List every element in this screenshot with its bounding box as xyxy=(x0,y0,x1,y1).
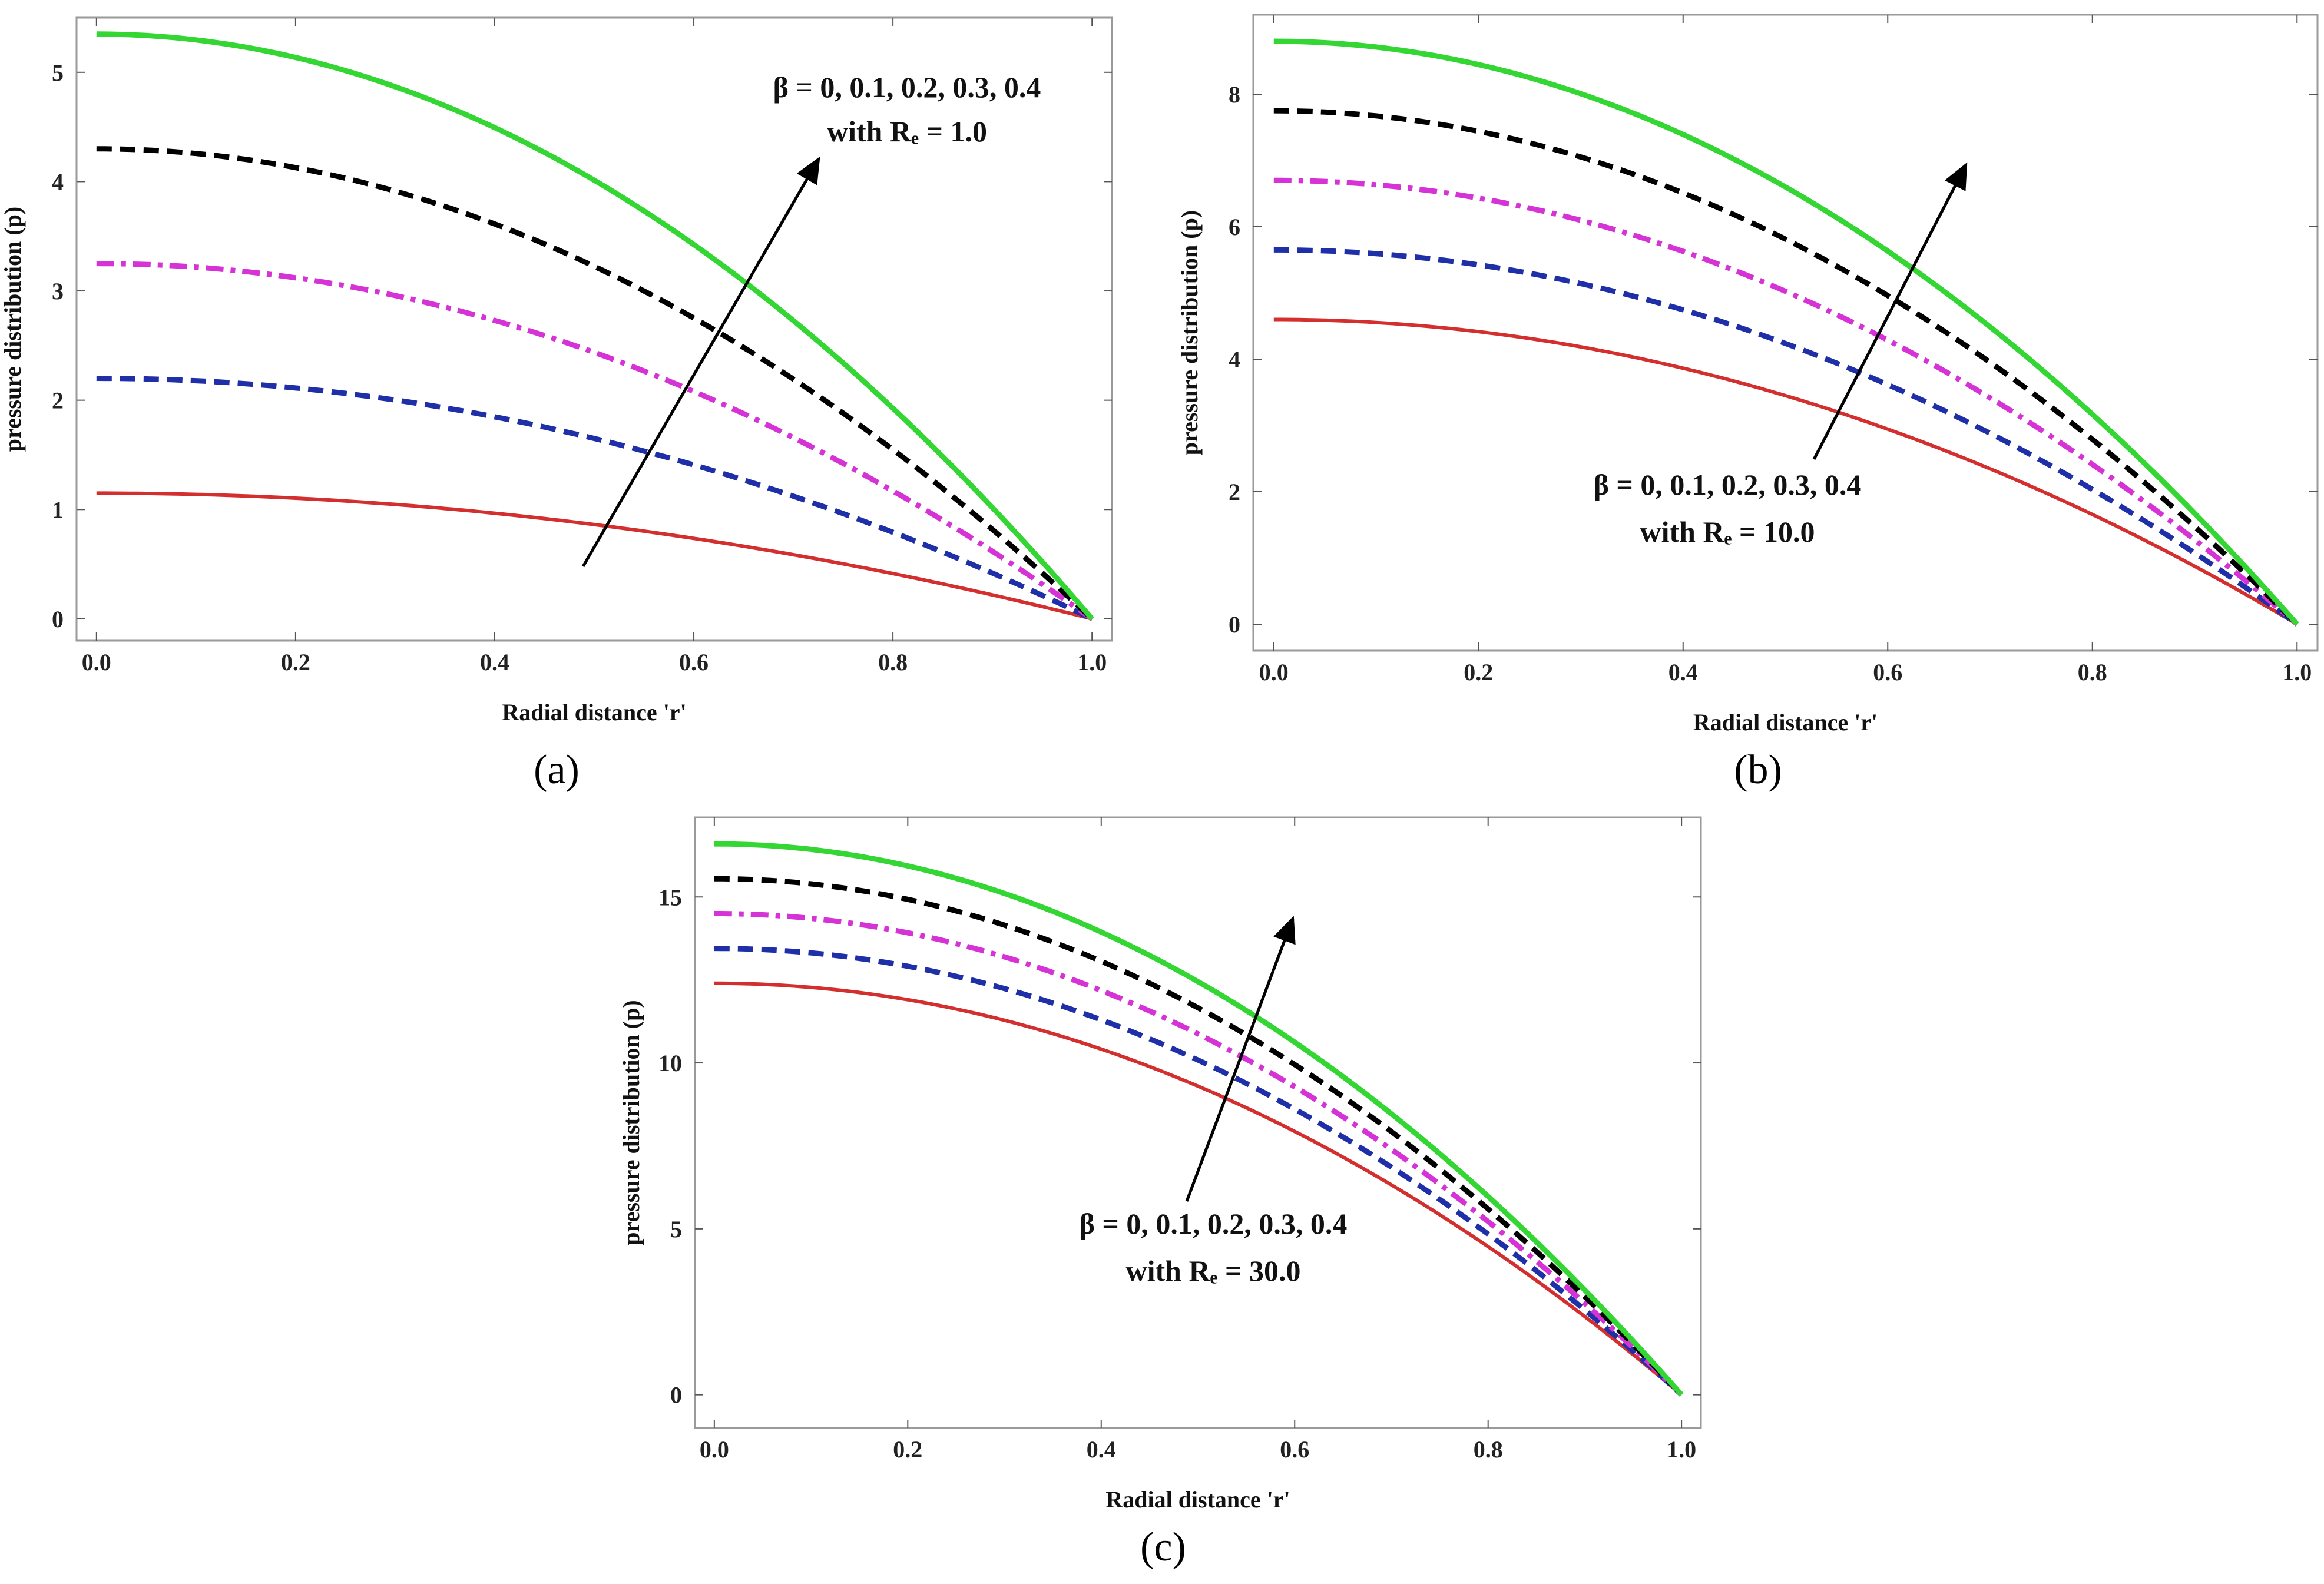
panel-label: (a) xyxy=(534,747,580,793)
series-line xyxy=(96,491,1093,621)
annotation-beta-values: β = 0, 0.1, 0.2, 0.3, 0.4 xyxy=(773,71,1041,104)
series-line xyxy=(714,876,1684,1397)
plot-frame xyxy=(1252,14,2319,652)
x-tick-label: 0.8 xyxy=(1474,1436,1503,1463)
x-axis-title: Radial distance 'r' xyxy=(1105,1486,1290,1513)
y-tick-label: 15 xyxy=(658,884,682,910)
y-tick-label: 5 xyxy=(670,1216,682,1242)
y-tick-label: 0 xyxy=(670,1382,682,1409)
y-axis-title: pressure distribution (p) xyxy=(1176,210,1203,455)
y-tick-label: 4 xyxy=(52,168,64,195)
x-tick-label: 0.2 xyxy=(281,649,310,675)
x-tick-label: 0.0 xyxy=(1259,659,1289,685)
series-line xyxy=(96,146,1094,621)
annotation-reynolds: with Rₑ = 30.0 xyxy=(1126,1254,1301,1287)
annotation-reynolds: with Rₑ = 10.0 xyxy=(1640,515,1815,548)
y-tick-label: 2 xyxy=(52,387,64,414)
series-line xyxy=(714,946,1684,1397)
series-line xyxy=(96,376,1094,621)
series-line xyxy=(1273,317,2298,626)
x-tick-label: 1.0 xyxy=(1667,1436,1696,1463)
x-tick-label: 0.0 xyxy=(700,1436,729,1463)
y-tick-label: 10 xyxy=(658,1050,682,1076)
x-tick-label: 0.6 xyxy=(1873,659,1902,685)
y-tick-label: 8 xyxy=(1229,81,1240,108)
x-tick-label: 1.0 xyxy=(1077,649,1107,675)
x-axis-title: Radial distance 'r' xyxy=(502,699,686,725)
chart-panel-b: 0.0 0.2 0.4 0.6 0.8 1.0 0 2 4 6 8 Radial distance '… xyxy=(1176,14,2319,793)
x-tick-label: 0.2 xyxy=(893,1436,922,1463)
y-tick-label: 0 xyxy=(52,606,64,632)
x-tick-label: 0.4 xyxy=(480,649,509,675)
x-tick-label: 0.2 xyxy=(1464,659,1493,685)
y-tick-label: 4 xyxy=(1229,346,1240,373)
series-line xyxy=(1273,108,2299,627)
x-tick-label: 0.8 xyxy=(878,649,908,675)
series-line xyxy=(96,31,1094,621)
annotation-beta-values: β = 0, 0.1, 0.2, 0.3, 0.4 xyxy=(1080,1207,1348,1240)
y-tick-label: 0 xyxy=(1229,611,1240,638)
x-tick-label: 0.6 xyxy=(1280,1436,1309,1463)
series-line xyxy=(714,981,1683,1396)
trend-arrow xyxy=(1185,916,1296,1202)
y-axis-title: pressure distribution (p) xyxy=(0,207,26,452)
annotation-beta-values: β = 0, 0.1, 0.2, 0.3, 0.4 xyxy=(1594,468,1862,501)
trend-arrow xyxy=(1812,162,1968,460)
series-line xyxy=(714,841,1684,1397)
x-tick-label: 0.0 xyxy=(82,649,111,675)
series-line xyxy=(714,910,1684,1397)
y-tick-label: 6 xyxy=(1229,214,1240,240)
series-line xyxy=(1273,177,2299,627)
x-axis-title: Radial distance 'r' xyxy=(1693,709,1878,735)
y-tick-label: 3 xyxy=(52,278,64,304)
plot-frame xyxy=(75,16,1113,642)
chart-panel-a: 0.0 0.2 0.4 0.6 0.8 1.0 0 1 2 3 4 5 Radial distance … xyxy=(0,16,1113,793)
x-tick-label: 1.0 xyxy=(2282,659,2312,685)
y-axis-title: pressure distribution (p) xyxy=(618,1000,644,1245)
y-tick-label: 5 xyxy=(52,59,64,86)
trend-arrow xyxy=(581,156,820,568)
series-line xyxy=(1273,247,2299,627)
series-line xyxy=(96,261,1094,621)
x-tick-label: 0.8 xyxy=(2078,659,2107,685)
series-line xyxy=(1273,38,2299,626)
panel-label: (b) xyxy=(1734,747,1782,793)
plot-frame xyxy=(694,816,1702,1429)
x-tick-label: 0.4 xyxy=(1668,659,1698,685)
y-tick-label: 2 xyxy=(1229,479,1240,505)
annotation-reynolds: with Rₑ = 1.0 xyxy=(827,115,987,148)
y-tick-label: 1 xyxy=(52,496,64,523)
x-tick-label: 0.6 xyxy=(679,649,709,675)
x-tick-label: 0.4 xyxy=(1087,1436,1116,1463)
panel-label: (c) xyxy=(1140,1525,1186,1570)
chart-panel-c: 0.0 0.2 0.4 0.6 0.8 1.0 0 5 10 15 Radial distance … xyxy=(618,816,1702,1570)
